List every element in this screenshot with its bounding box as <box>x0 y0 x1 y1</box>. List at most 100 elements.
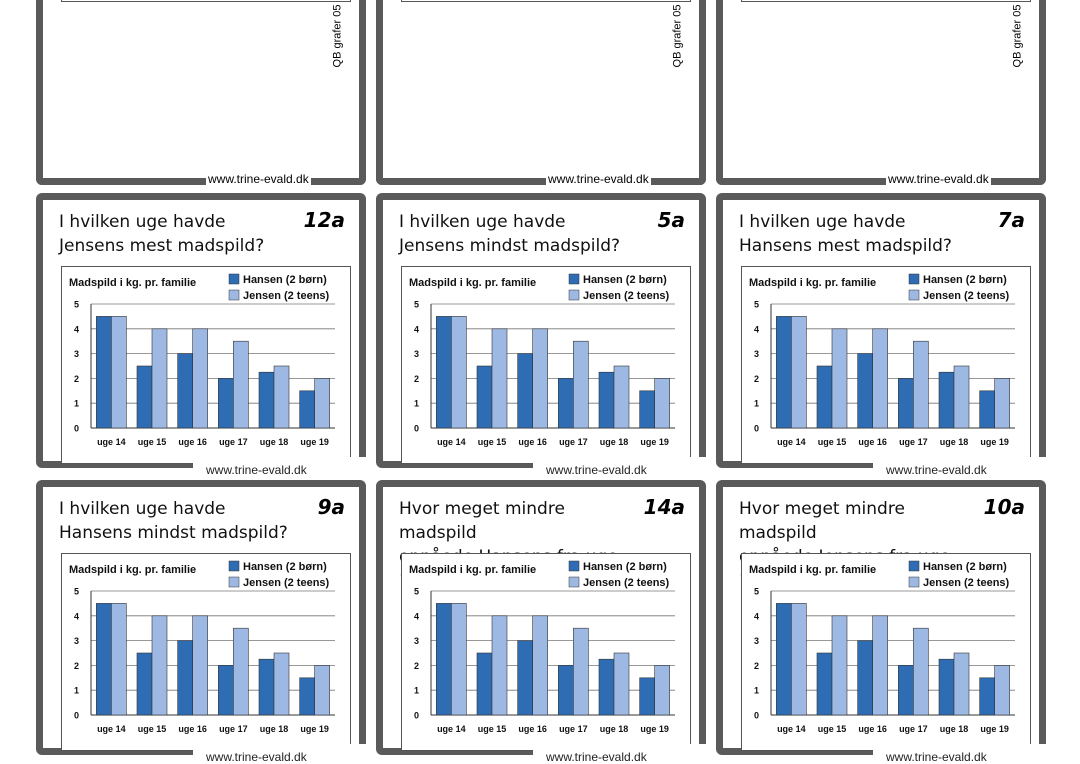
bar <box>258 658 275 716</box>
bar <box>111 316 127 429</box>
x-tick-label: uge 19 <box>640 437 669 447</box>
legend-swatch <box>228 289 240 301</box>
bar <box>613 652 630 716</box>
x-tick-label: uge 15 <box>818 437 847 447</box>
y-tick-label: 0 <box>754 711 759 721</box>
legend-entry: Hansen (2 børn) <box>923 561 1007 573</box>
legend-entry: Jensen (2 teens) <box>583 290 670 302</box>
y-tick-label: 2 <box>74 661 79 671</box>
x-tick-label: uge 19 <box>980 437 1009 447</box>
y-tick-label: 0 <box>414 424 419 434</box>
y-tick-label: 1 <box>74 399 79 409</box>
card-question: I hvilken uge havde Hansens mindst madsp… <box>59 499 288 543</box>
x-tick-label: uge 19 <box>640 724 669 734</box>
y-tick-label: 2 <box>74 374 79 384</box>
bar <box>136 365 153 429</box>
chart-frame <box>401 0 691 2</box>
bar <box>451 316 467 429</box>
bar <box>136 652 153 716</box>
bar <box>898 665 914 716</box>
side-label: QB grafer 05 <box>1011 4 1024 68</box>
bar <box>573 340 589 429</box>
bar <box>791 603 807 716</box>
x-tick-label: uge 14 <box>437 437 466 447</box>
x-tick-label: uge 18 <box>940 724 969 734</box>
y-tick-label: 4 <box>74 324 79 334</box>
card-url: www.trine-evald.dk <box>206 172 311 186</box>
legend-swatch <box>568 289 580 301</box>
chart-frame <box>741 0 1031 2</box>
card-url: www.trine-evald.dk <box>546 172 651 186</box>
y-tick-label: 2 <box>754 374 759 384</box>
bar <box>913 627 929 716</box>
y-tick-label: 1 <box>754 686 759 696</box>
x-tick-label: uge 18 <box>940 437 969 447</box>
bar <box>913 340 929 429</box>
bar <box>816 365 833 429</box>
bar <box>639 390 655 429</box>
bar <box>639 677 655 716</box>
bar <box>979 390 995 429</box>
card-url: www.trine-evald.dk <box>546 750 647 764</box>
bar <box>491 615 508 716</box>
bar <box>177 353 193 429</box>
bar <box>151 328 168 429</box>
x-tick-label: uge 19 <box>300 724 329 734</box>
legend-entry: Hansen (2 børn) <box>583 561 667 573</box>
legend-entry: Jensen (2 teens) <box>243 290 330 302</box>
y-tick-label: 1 <box>754 399 759 409</box>
card-number: 14a <box>643 495 685 519</box>
y-tick-label: 3 <box>74 349 79 359</box>
x-tick-label: uge 17 <box>559 437 588 447</box>
card-number: 12a <box>303 208 345 232</box>
x-tick-label: uge 19 <box>980 724 1009 734</box>
bar <box>776 316 792 429</box>
y-tick-label: 4 <box>754 611 759 621</box>
y-tick-label: 1 <box>414 686 419 696</box>
legend-swatch <box>228 273 240 285</box>
y-tick-label: 0 <box>74 711 79 721</box>
task-card: I hvilken uge havde Hansens mindst madsp… <box>36 480 367 764</box>
y-tick-label: 5 <box>414 300 419 310</box>
x-tick-label: uge 16 <box>518 437 547 447</box>
bar <box>299 677 315 716</box>
bar <box>436 316 452 429</box>
card-url: www.trine-evald.dk <box>206 463 307 477</box>
x-tick-label: uge 14 <box>97 437 126 447</box>
bar <box>299 390 315 429</box>
x-tick-label: uge 18 <box>260 437 289 447</box>
bar <box>517 353 533 429</box>
bar <box>532 615 548 716</box>
y-tick-label: 4 <box>414 324 419 334</box>
x-tick-label: uge 15 <box>478 437 507 447</box>
bar <box>872 615 888 716</box>
side-label: QB grafer 05 <box>331 4 344 68</box>
card-url: www.trine-evald.dk <box>546 463 647 477</box>
y-tick-label: 0 <box>754 424 759 434</box>
legend-swatch <box>908 289 920 301</box>
bar <box>451 603 467 716</box>
bar <box>613 365 630 429</box>
x-tick-label: uge 18 <box>600 437 629 447</box>
y-tick-label: 5 <box>754 587 759 597</box>
x-tick-label: uge 17 <box>559 724 588 734</box>
card-number: 10a <box>983 495 1025 519</box>
bar <box>938 658 955 716</box>
legend-entry: Hansen (2 børn) <box>923 274 1007 286</box>
bar <box>491 328 508 429</box>
bar <box>258 371 275 429</box>
bar <box>218 665 234 716</box>
bar <box>96 316 112 429</box>
x-tick-label: uge 16 <box>178 724 207 734</box>
bar <box>654 665 670 716</box>
y-tick-label: 3 <box>74 636 79 646</box>
legend-swatch <box>568 273 580 285</box>
bar <box>192 615 208 716</box>
x-tick-label: uge 18 <box>260 724 289 734</box>
task-card: I hvilken uge havde Jensens mindst madsp… <box>376 193 707 477</box>
bar <box>776 603 792 716</box>
legend-entry: Hansen (2 børn) <box>583 274 667 286</box>
